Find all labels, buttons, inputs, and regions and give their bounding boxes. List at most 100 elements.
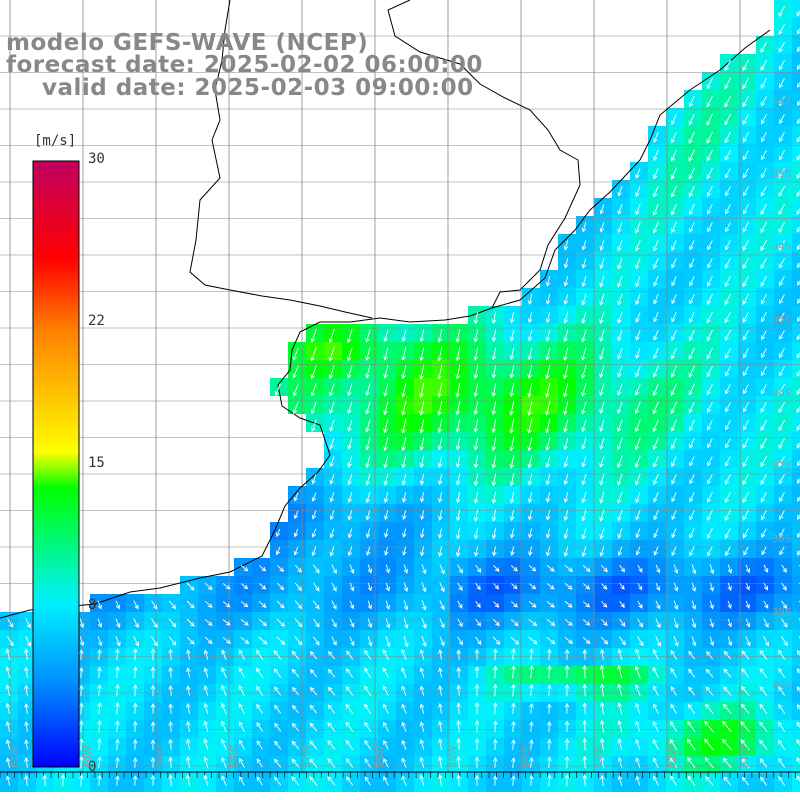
lat-label: 35S [772, 315, 792, 326]
wind-vector [706, 293, 713, 305]
wind-vector [617, 664, 623, 679]
wind-vector [635, 221, 641, 234]
wind-vector [256, 667, 264, 678]
wind-vector [529, 721, 534, 732]
wind-vector [546, 618, 556, 626]
wind-vector [617, 383, 623, 396]
wind-vector [256, 740, 263, 750]
wind-vector [492, 738, 498, 751]
wind-vector [635, 185, 641, 198]
wind-vector [706, 185, 713, 197]
wind-vector [564, 738, 570, 751]
wind-vector [473, 329, 479, 343]
colorbar-gradient [32, 160, 80, 768]
wind-vector [778, 23, 785, 35]
wind-vector [564, 601, 573, 608]
wind-vector [24, 739, 29, 750]
wind-vector [97, 774, 102, 786]
wind-vector [419, 365, 425, 380]
speed-cell [792, 630, 800, 648]
wind-vector [150, 648, 156, 661]
wind-vector [761, 330, 767, 341]
wind-vector [655, 618, 661, 629]
wind-vector [670, 401, 677, 415]
wind-vector [401, 418, 407, 434]
wind-vector [473, 347, 479, 362]
wind-vector [240, 601, 249, 608]
wind-vector [382, 649, 389, 661]
lon-label: 58W [229, 745, 240, 768]
wind-vector [204, 582, 213, 591]
wind-vector [635, 275, 641, 288]
wind-vector [742, 455, 749, 468]
wind-vector [419, 419, 425, 434]
wind-vector [779, 330, 785, 341]
wind-vector [310, 347, 317, 362]
wind-vector [723, 650, 732, 660]
wind-vector [634, 684, 641, 697]
wind-vector [529, 756, 534, 768]
wind-vector [437, 492, 443, 503]
wind-vector [741, 650, 750, 660]
wind-vector [599, 664, 605, 679]
wind-vector [529, 665, 534, 679]
wind-vector [670, 221, 677, 234]
border-north [214, 0, 231, 91]
wind-vector [168, 666, 173, 678]
wind-vector [509, 329, 515, 342]
wind-vector [724, 293, 731, 306]
wind-vector [706, 167, 713, 180]
wind-vector [238, 721, 245, 733]
wind-vector [511, 583, 518, 590]
wind-vector [493, 564, 500, 572]
wind-vector [402, 510, 407, 521]
wind-vector [327, 668, 336, 678]
wind-vector [7, 618, 14, 628]
speed-cell [792, 576, 800, 594]
wind-vector [760, 384, 767, 395]
wind-vector [582, 618, 591, 626]
wind-vector [474, 666, 480, 679]
wind-vector [527, 347, 533, 361]
wind-vector [759, 721, 768, 732]
wind-vector [617, 419, 623, 433]
wind-vector [294, 582, 303, 592]
wind-vector [256, 776, 263, 786]
wind-vector [599, 383, 605, 397]
speed-cell [792, 126, 800, 144]
wind-vector [778, 667, 786, 678]
wind-vector [741, 776, 750, 786]
wind-vector [759, 739, 768, 750]
wind-vector [582, 683, 587, 697]
wind-vector [421, 564, 427, 575]
wind-vector [581, 347, 587, 361]
wind-vector [345, 739, 354, 750]
wind-vector [437, 419, 443, 434]
speed-cell [792, 144, 800, 162]
speed-cell [792, 288, 800, 306]
wind-vector [743, 546, 749, 556]
wind-vector [670, 437, 677, 450]
wind-vector [707, 240, 713, 251]
wind-vector [221, 720, 227, 733]
wind-vector [403, 600, 409, 611]
wind-vector [581, 527, 587, 540]
wind-vector [401, 775, 407, 786]
wind-vector [709, 582, 715, 592]
wind-vector [419, 329, 425, 343]
wind-vector [742, 437, 749, 449]
wind-vector [79, 684, 84, 696]
wind-vector [365, 401, 371, 415]
wind-vector [582, 649, 588, 660]
wind-vector [115, 666, 120, 679]
wind-vector [563, 546, 569, 557]
wind-vector [563, 293, 569, 306]
wind-vector [203, 774, 209, 787]
wind-vector [240, 583, 249, 590]
wind-vector [456, 720, 461, 733]
wind-vector [741, 758, 750, 768]
wind-vector [475, 601, 481, 609]
wind-vector [437, 347, 443, 362]
wind-vector [403, 564, 409, 574]
wind-vector [671, 510, 677, 521]
